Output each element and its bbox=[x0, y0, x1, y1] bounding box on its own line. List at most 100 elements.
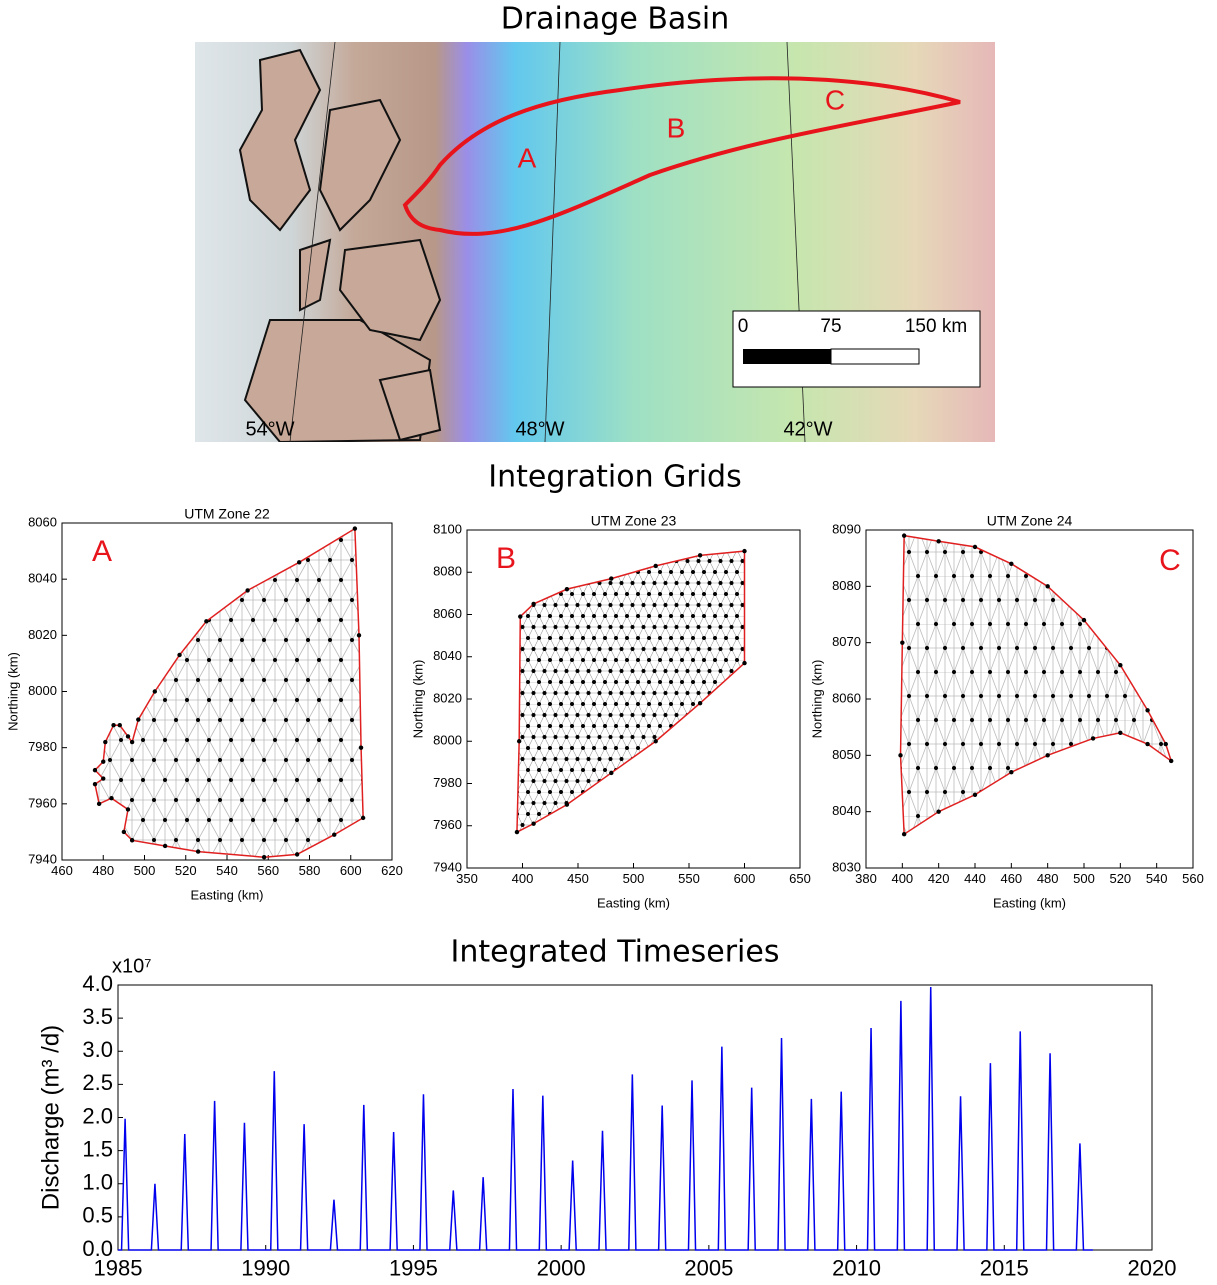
boundary-node bbox=[900, 640, 904, 644]
x-tick-label: 400 bbox=[512, 871, 534, 886]
y-tick-label: 3.0 bbox=[82, 1037, 113, 1062]
figure: Drainage Basin A B C 54°W 48°W 42°W 0 75… bbox=[0, 0, 1217, 1280]
boundary-node bbox=[111, 723, 115, 727]
boundary-node bbox=[126, 807, 130, 811]
x-tick-label: 540 bbox=[216, 863, 238, 878]
boundary-node bbox=[130, 838, 134, 842]
y-tick-label: 8040 bbox=[832, 803, 861, 818]
boundary-node bbox=[126, 734, 130, 738]
boundary-node bbox=[654, 564, 658, 568]
panel-title: UTM Zone 24 bbox=[987, 513, 1073, 529]
boundary-node bbox=[515, 830, 519, 834]
boundary-node bbox=[531, 602, 535, 606]
boundary-node bbox=[936, 539, 940, 543]
y-tick-label: 8060 bbox=[433, 606, 462, 621]
boundary-node bbox=[518, 614, 522, 618]
boundary-node bbox=[1164, 742, 1168, 746]
x-tick-label: 560 bbox=[1182, 871, 1204, 886]
boundary-node bbox=[936, 809, 940, 813]
y-tick-label: 7940 bbox=[433, 859, 462, 874]
boundary-node bbox=[973, 793, 977, 797]
boundary-node bbox=[101, 760, 105, 764]
panel-label: B bbox=[496, 542, 516, 575]
boundary-node bbox=[654, 739, 658, 743]
x-tick-label: 1990 bbox=[241, 1256, 290, 1280]
boundary-node bbox=[97, 802, 101, 806]
y-tick-label: 8090 bbox=[832, 521, 861, 536]
y-tick-label: 8020 bbox=[433, 690, 462, 705]
y-tick-label: 8060 bbox=[28, 514, 57, 529]
x-tick-label: 460 bbox=[1000, 871, 1022, 886]
x-tick-label: 500 bbox=[623, 871, 645, 886]
y-tick-label: 7960 bbox=[28, 795, 57, 810]
boundary-node bbox=[973, 545, 977, 549]
boundary-node bbox=[122, 830, 126, 834]
boundary-node bbox=[902, 832, 906, 836]
x-tick-label: 620 bbox=[381, 863, 403, 878]
boundary-node bbox=[1045, 753, 1049, 757]
boundary-node bbox=[163, 844, 167, 848]
boundary-node bbox=[517, 739, 521, 743]
boundary-node bbox=[698, 701, 702, 705]
boundary-node bbox=[153, 689, 157, 693]
boundary-node bbox=[1145, 742, 1149, 746]
x-tick-label: 540 bbox=[1146, 871, 1168, 886]
y-axis-label: Discharge (m³ /d) bbox=[37, 1025, 64, 1210]
x-tick-label: 600 bbox=[734, 871, 756, 886]
y-tick-label: 1.0 bbox=[82, 1170, 113, 1195]
boundary-node bbox=[902, 533, 906, 537]
x-axis-label: Easting (km) bbox=[993, 895, 1066, 910]
panel-title: UTM Zone 22 bbox=[184, 506, 270, 522]
section-title: Drainage Basin bbox=[501, 2, 730, 37]
y-tick-label: 0.5 bbox=[82, 1203, 113, 1228]
boundary-node bbox=[565, 802, 569, 806]
x-tick-label: 2000 bbox=[537, 1256, 586, 1280]
x-tick-label: 450 bbox=[567, 871, 589, 886]
x-tick-label: 520 bbox=[175, 863, 197, 878]
y-axis-label: Northing (km) bbox=[410, 660, 425, 739]
boundary-node bbox=[1082, 618, 1086, 622]
y-tick-label: 1.5 bbox=[82, 1136, 113, 1161]
boundary-node bbox=[204, 619, 208, 623]
x-tick-label: 650 bbox=[789, 871, 811, 886]
x-tick-label: 560 bbox=[257, 863, 279, 878]
boundary-node bbox=[742, 549, 746, 553]
x-tick-label: 2010 bbox=[832, 1256, 881, 1280]
y-tick-label: 8020 bbox=[28, 627, 57, 642]
longitude-label: 48°W bbox=[515, 418, 564, 440]
mesh bbox=[866, 530, 1193, 868]
y-axis-label: Northing (km) bbox=[5, 652, 20, 731]
boundary-node bbox=[297, 560, 301, 564]
longitude-label: 42°W bbox=[783, 418, 832, 440]
y-multiplier: x10⁷ bbox=[112, 955, 151, 977]
x-tick-label: 1995 bbox=[389, 1256, 438, 1280]
line-series bbox=[118, 987, 1093, 1250]
y-tick-label: 7960 bbox=[433, 817, 462, 832]
y-tick-label: 3.5 bbox=[82, 1004, 113, 1029]
boundary-node bbox=[295, 852, 299, 856]
panel-label: A bbox=[92, 535, 112, 568]
x-tick-label: 500 bbox=[134, 863, 156, 878]
y-tick-label: 7980 bbox=[433, 775, 462, 790]
boundary-node bbox=[353, 526, 357, 530]
y-tick-label: 8070 bbox=[832, 634, 861, 649]
y-tick-label: 0.0 bbox=[82, 1236, 113, 1261]
x-tick-label: 2015 bbox=[980, 1256, 1029, 1280]
boundary-node bbox=[361, 816, 365, 820]
scale-bar bbox=[831, 349, 919, 364]
boundary-node bbox=[332, 833, 336, 837]
y-tick-label: 8040 bbox=[28, 571, 57, 586]
boundary-node bbox=[103, 740, 107, 744]
boundary-node bbox=[898, 753, 902, 757]
region-label: A bbox=[518, 142, 537, 173]
boundary-node bbox=[531, 821, 535, 825]
boundary-node bbox=[1145, 708, 1149, 712]
panel-title: UTM Zone 23 bbox=[591, 513, 677, 529]
boundary-node bbox=[1169, 759, 1173, 763]
boundary-node bbox=[698, 553, 702, 557]
region-label: C bbox=[825, 84, 845, 115]
boundary-node bbox=[1045, 584, 1049, 588]
boundary-node bbox=[118, 723, 122, 727]
boundary-node bbox=[93, 782, 97, 786]
boundary-node bbox=[130, 740, 134, 744]
